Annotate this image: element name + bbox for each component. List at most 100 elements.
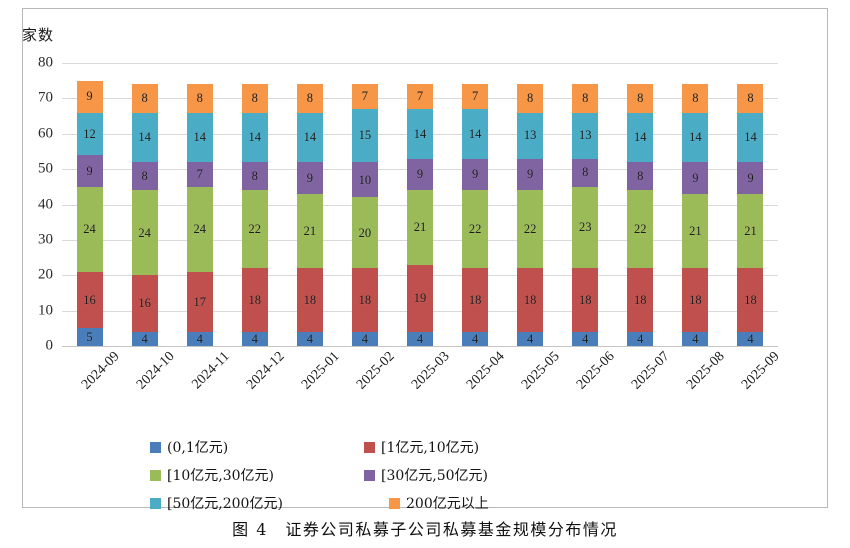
bar-segment[interactable]: 9 — [76, 155, 103, 187]
bar-segment[interactable]: 9 — [462, 158, 489, 191]
bar-segment[interactable]: 4 — [351, 331, 378, 346]
bar-segment[interactable]: 18 — [241, 268, 268, 332]
bar-group[interactable]: 4 18 23 8 13 8 — [572, 84, 599, 346]
bar-group[interactable]: 4 18 22 9 14 7 — [462, 84, 489, 346]
bar-segment[interactable]: 7 — [351, 84, 378, 109]
bar-group[interactable]: 4 16 24 8 14 8 — [131, 84, 158, 346]
legend-item[interactable]: [50亿元,200亿元) — [150, 493, 375, 513]
bar-segment[interactable]: 14 — [737, 112, 764, 163]
bar-segment[interactable]: 4 — [682, 331, 709, 346]
bar-segment[interactable]: 18 — [351, 268, 378, 332]
bar-segment[interactable]: 14 — [241, 112, 268, 163]
bar-segment[interactable]: 8 — [296, 84, 323, 113]
bar-group[interactable]: 4 17 24 7 14 8 — [186, 84, 213, 346]
bar-segment[interactable]: 14 — [682, 112, 709, 163]
bar-segment[interactable]: 4 — [407, 331, 433, 346]
bar-segment[interactable]: 8 — [241, 84, 268, 113]
bar-segment[interactable]: 17 — [186, 271, 213, 332]
bar-segment[interactable]: 20 — [351, 197, 378, 269]
bar-segment[interactable]: 7 — [462, 84, 489, 110]
bar-segment[interactable]: 18 — [462, 268, 489, 332]
bar-segment[interactable]: 14 — [462, 109, 489, 159]
bar-group[interactable]: 4 18 20 10 15 7 — [351, 84, 378, 346]
bar-segment[interactable]: 4 — [462, 331, 489, 346]
bar-segment[interactable]: 4 — [241, 331, 268, 346]
bar-segment-value: 8 — [306, 91, 313, 106]
bar-segment[interactable]: 22 — [517, 190, 544, 269]
bar-segment[interactable]: 4 — [737, 331, 764, 346]
bar-segment[interactable]: 21 — [296, 193, 323, 269]
bar-segment[interactable]: 21 — [737, 193, 764, 269]
bar-segment[interactable]: 24 — [131, 190, 158, 276]
bar-segment[interactable]: 4 — [572, 331, 599, 346]
bar-segment[interactable]: 4 — [131, 331, 158, 346]
bar-segment[interactable]: 18 — [627, 268, 654, 332]
bar-segment[interactable]: 19 — [407, 264, 433, 332]
bar-segment[interactable]: 4 — [296, 331, 323, 346]
legend-item[interactable]: [30亿元,50亿元) — [364, 465, 574, 485]
bar-segment[interactable]: 8 — [682, 84, 709, 113]
bar-segment[interactable]: 8 — [131, 162, 158, 191]
bar-segment[interactable]: 12 — [76, 112, 103, 155]
bar-group[interactable]: 4 18 21 9 14 8 — [682, 84, 709, 346]
bar-group[interactable]: 5 16 24 9 12 9 — [76, 80, 103, 346]
legend-item[interactable]: 200亿元以上 — [389, 493, 549, 513]
bar-segment[interactable]: 13 — [517, 112, 544, 159]
bar-group[interactable]: 4 18 21 9 14 8 — [737, 84, 764, 346]
bar-segment[interactable]: 14 — [296, 112, 323, 163]
bar-segment[interactable]: 8 — [517, 84, 544, 113]
bar-segment[interactable]: 23 — [572, 186, 599, 269]
bar-segment[interactable]: 9 — [737, 162, 764, 194]
bar-segment[interactable]: 18 — [682, 268, 709, 332]
bar-group[interactable]: 4 18 22 9 13 8 — [517, 84, 544, 346]
bar-segment[interactable]: 8 — [186, 84, 213, 113]
bar-segment-value: 20 — [358, 225, 372, 240]
bar-segment[interactable]: 8 — [737, 84, 764, 113]
bar-segment[interactable]: 22 — [627, 190, 654, 269]
bar-segment[interactable]: 14 — [627, 112, 654, 163]
bar-segment[interactable]: 8 — [627, 162, 654, 191]
bar-segment[interactable]: 9 — [296, 162, 323, 194]
bar-segment[interactable]: 7 — [407, 84, 433, 110]
legend-item[interactable]: [10亿元,30亿元) — [150, 465, 350, 485]
bar-group[interactable]: 4 18 21 9 14 8 — [296, 84, 323, 346]
bar-segment[interactable]: 4 — [517, 331, 544, 346]
bar-group[interactable]: 4 18 22 8 14 8 — [627, 84, 654, 346]
bar-segment[interactable]: 8 — [572, 84, 599, 113]
bar-segment[interactable]: 14 — [407, 109, 433, 159]
bar-segment[interactable]: 4 — [186, 331, 213, 346]
legend-item[interactable]: (0,1亿元) — [150, 437, 350, 457]
bar-segment[interactable]: 9 — [407, 158, 433, 191]
bar-segment[interactable]: 24 — [186, 186, 213, 272]
bar-segment-value: 16 — [138, 296, 151, 311]
bar-group[interactable]: 4 18 22 8 14 8 — [241, 84, 268, 346]
bar-segment[interactable]: 9 — [682, 162, 709, 194]
bar-segment[interactable]: 10 — [351, 162, 378, 198]
bar-segment[interactable]: 4 — [627, 331, 654, 346]
bar-segment[interactable]: 21 — [682, 193, 709, 269]
bar-segment[interactable]: 8 — [131, 84, 158, 113]
bar-segment[interactable]: 24 — [76, 186, 103, 272]
bar-segment[interactable]: 22 — [462, 190, 489, 269]
bar-segment[interactable]: 15 — [351, 109, 378, 163]
bar-segment[interactable]: 18 — [517, 268, 544, 332]
legend-item[interactable]: [1亿元,10亿元) — [364, 437, 594, 457]
bar-segment[interactable]: 5 — [76, 328, 103, 346]
bar-segment[interactable]: 16 — [76, 271, 103, 329]
bar-segment[interactable]: 16 — [131, 275, 158, 332]
bar-group[interactable]: 4 19 21 9 14 7 — [407, 84, 433, 346]
bar-segment[interactable]: 21 — [407, 190, 433, 265]
bar-segment[interactable]: 9 — [517, 158, 544, 191]
bar-segment[interactable]: 9 — [76, 80, 103, 113]
bar-segment[interactable]: 22 — [241, 190, 268, 269]
bar-segment[interactable]: 13 — [572, 112, 599, 159]
bar-segment[interactable]: 8 — [241, 162, 268, 191]
bar-segment[interactable]: 8 — [572, 158, 599, 187]
bar-segment[interactable]: 14 — [186, 112, 213, 163]
bar-segment[interactable]: 18 — [572, 268, 599, 332]
bar-segment[interactable]: 18 — [737, 268, 764, 332]
bar-segment[interactable]: 8 — [627, 84, 654, 113]
bar-segment[interactable]: 14 — [131, 112, 158, 163]
bar-segment[interactable]: 7 — [186, 162, 213, 187]
bar-segment[interactable]: 18 — [296, 268, 323, 332]
